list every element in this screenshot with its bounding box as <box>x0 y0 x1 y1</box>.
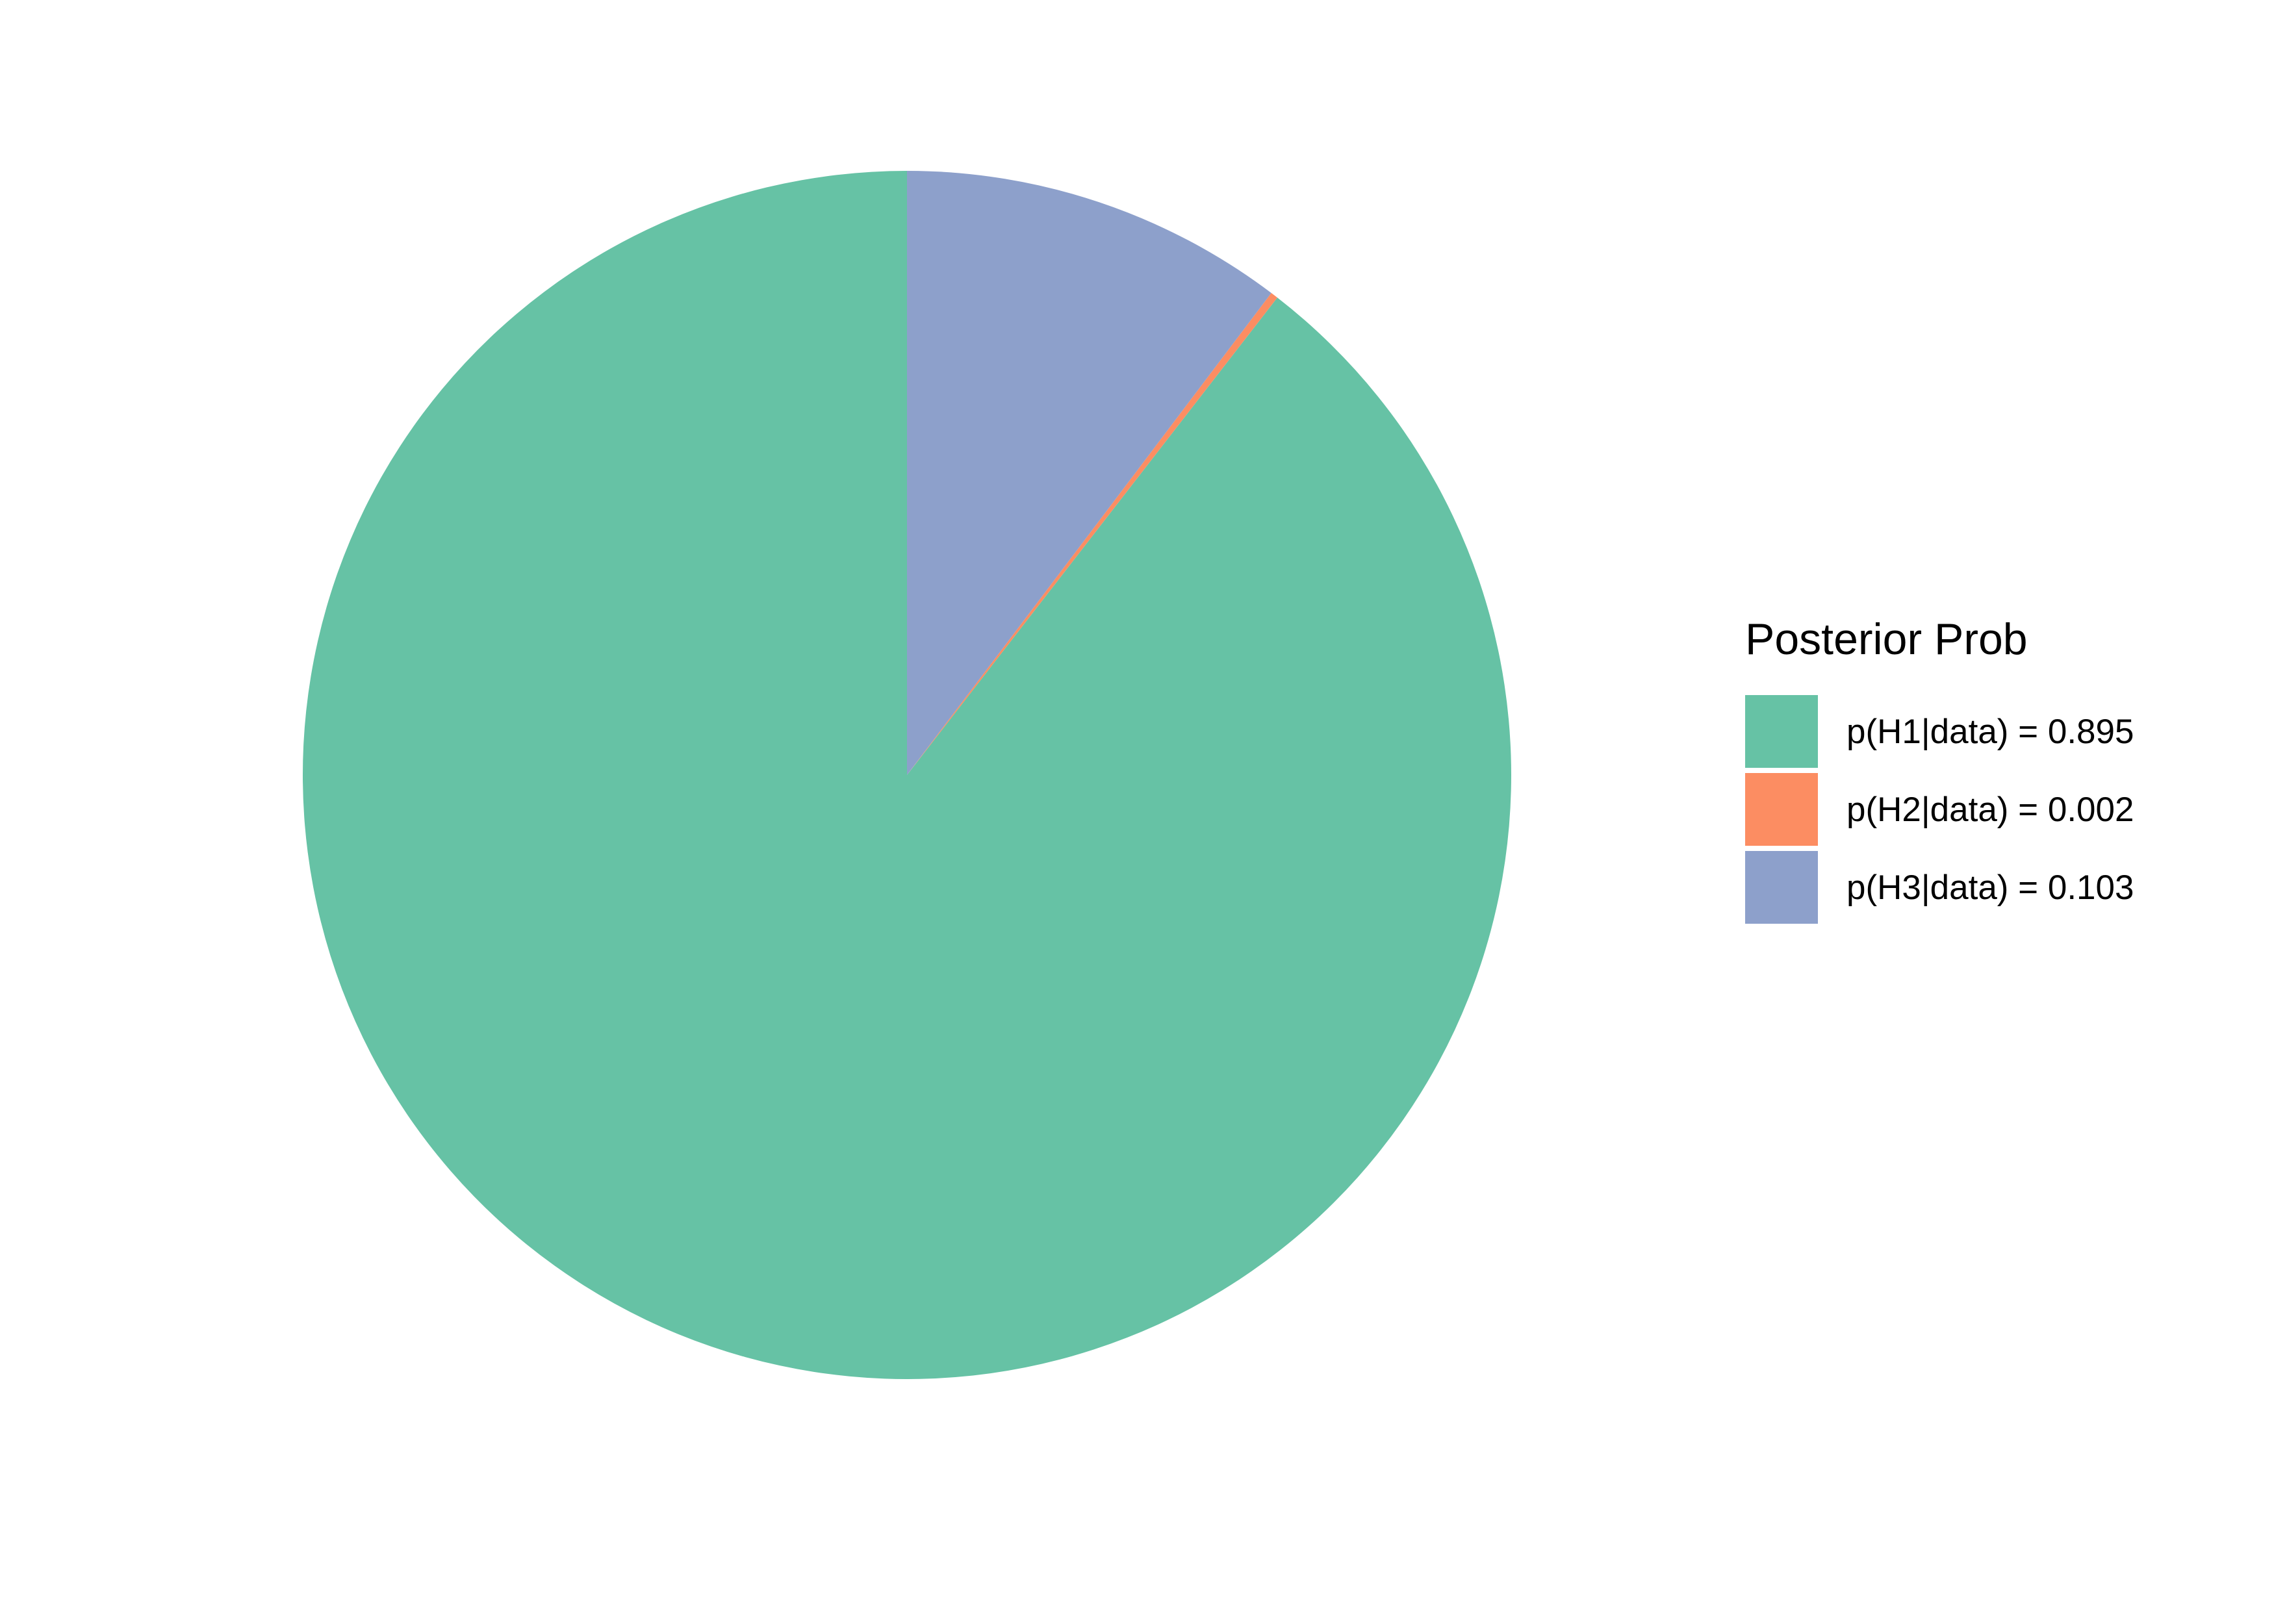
legend: Posterior Prob p(H1|data) = 0.895 p(H2|d… <box>1745 617 2213 929</box>
pie-slice-h2 <box>907 293 1277 775</box>
legend-label-h1: p(H1|data) = 0.895 <box>1846 712 2134 751</box>
legend-item-h2: p(H2|data) = 0.002 <box>1745 773 2213 846</box>
legend-title: Posterior Prob <box>1745 615 2028 664</box>
legend-label-h2: p(H2|data) = 0.002 <box>1846 790 2134 829</box>
legend-swatch-h2 <box>1745 773 1818 846</box>
pie-slice-h3 <box>907 171 1271 775</box>
legend-swatch-h3 <box>1745 851 1818 924</box>
pie-slice-h1 <box>302 171 1511 1379</box>
legend-label-h3: p(H3|data) = 0.103 <box>1846 868 2134 907</box>
legend-item-h1: p(H1|data) = 0.895 <box>1745 695 2213 768</box>
legend-swatch-h1 <box>1745 695 1818 768</box>
legend-item-h3: p(H3|data) = 0.103 <box>1745 851 2213 924</box>
